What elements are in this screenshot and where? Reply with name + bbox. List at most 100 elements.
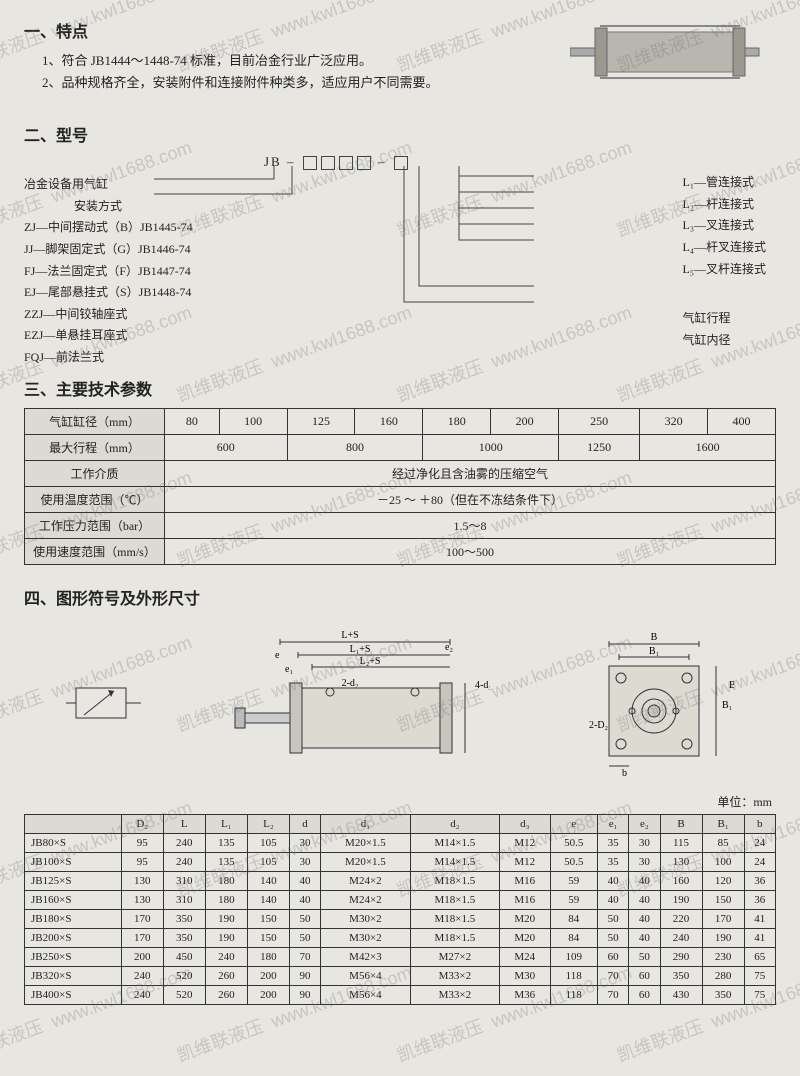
section-3: 三、主要技术参数 气缸缸径（mm）80100125160180200250320… — [24, 376, 776, 565]
spec-cell: 800 — [287, 435, 423, 461]
dim-header: d₃ — [500, 815, 550, 834]
dim-cell: M20×1.5 — [321, 834, 410, 853]
dim-header: d₂ — [410, 815, 499, 834]
dim-cell: M18×1.5 — [410, 891, 499, 910]
dim-cell: 50 — [289, 910, 320, 929]
dim-cell: 240 — [163, 853, 205, 872]
side-view-diagram: L+S L₁+S L₂+S e e₁ e₂ 2-d₂ 4-d₃ — [230, 628, 490, 778]
dim-cell: 350 — [163, 910, 205, 929]
dim-cell: JB160×S — [25, 891, 122, 910]
dim-cell: 240 — [121, 967, 163, 986]
dim-cell: 118 — [550, 986, 597, 1005]
dim-header: L — [163, 815, 205, 834]
svg-text:e: e — [275, 650, 280, 661]
dim-cell: M20×1.5 — [321, 853, 410, 872]
dim-cell: 260 — [205, 967, 247, 986]
left-label-6: ZZJ—中间铰轴座式 — [24, 304, 193, 326]
dim-cell: 40 — [629, 891, 660, 910]
left-label-2: ZJ—中间摆动式（B）JB1445-74 — [24, 217, 193, 239]
dim-cell: 200 — [121, 948, 163, 967]
dim-cell: 350 — [163, 929, 205, 948]
section-4: 四、图形符号及外形尺寸 L+S L₁+S L₂+S e e₁ e₂ 2-d₂ 4… — [24, 585, 776, 1005]
dim-cell: 120 — [702, 872, 744, 891]
diagrams: L+S L₁+S L₂+S e e₁ e₂ 2-d₂ 4-d₃ B B₁ 2-D… — [24, 623, 776, 783]
dim-cell: 180 — [205, 891, 247, 910]
dim-cell: JB125×S — [25, 872, 122, 891]
dim-cell: 200 — [247, 967, 289, 986]
dim-cell: 50 — [289, 929, 320, 948]
dim-cell: 180 — [205, 872, 247, 891]
symbol-diagram — [66, 673, 146, 733]
dim-cell: JB200×S — [25, 929, 122, 948]
spec-row-label: 使用温度范围（℃） — [25, 487, 165, 513]
dim-header: e₂ — [629, 815, 660, 834]
right-label-6: 气缸内径 — [682, 330, 766, 352]
cylinder-photo — [570, 20, 770, 85]
dim-cell: 30 — [289, 834, 320, 853]
dim-cell: M24×2 — [321, 872, 410, 891]
dim-cell: M18×1.5 — [410, 872, 499, 891]
right-label-list: L₁—管连接式 L₂—杆连接式 L₃—叉连接式 L₄—杆叉连接式 L₅—叉杆连接… — [682, 172, 766, 351]
right-label-4: L₅—叉杆连接式 — [682, 259, 766, 281]
dim-cell: 140 — [247, 872, 289, 891]
dim-cell: 36 — [744, 891, 775, 910]
dim-cell: 190 — [660, 891, 702, 910]
dim-cell: M12 — [500, 834, 550, 853]
dim-cell: M27×2 — [410, 948, 499, 967]
spec-cell: 160 — [355, 409, 423, 435]
dim-cell: 170 — [121, 910, 163, 929]
dim-cell: JB400×S — [25, 986, 122, 1005]
dim-cell: M12 — [500, 853, 550, 872]
svg-text:L₂+S: L₂+S — [360, 656, 381, 667]
dim-cell: 24 — [744, 834, 775, 853]
dim-cell: M20 — [500, 910, 550, 929]
dim-cell: M33×2 — [410, 967, 499, 986]
dim-cell: M18×1.5 — [410, 929, 499, 948]
dim-header: L₁ — [205, 815, 247, 834]
right-label-1: L₂—杆连接式 — [682, 194, 766, 216]
sec3-title: 三、主要技术参数 — [24, 376, 776, 400]
dim-header: e — [550, 815, 597, 834]
dim-cell: 150 — [702, 891, 744, 910]
dim-cell: 118 — [550, 967, 597, 986]
dim-cell: JB320×S — [25, 967, 122, 986]
left-label-8: FQJ—前法兰式 — [24, 347, 193, 369]
dim-cell: M56×4 — [321, 986, 410, 1005]
dim-cell: 170 — [702, 910, 744, 929]
dim-cell: 50 — [629, 948, 660, 967]
dim-cell: 30 — [289, 853, 320, 872]
spec-cell: 125 — [287, 409, 355, 435]
dim-cell: 170 — [121, 929, 163, 948]
dim-cell: 135 — [205, 853, 247, 872]
dim-cell: 190 — [702, 929, 744, 948]
spec-cell: 100 — [219, 409, 287, 435]
dim-cell: 35 — [597, 834, 628, 853]
dim-cell: 85 — [702, 834, 744, 853]
dim-cell: M30×2 — [321, 910, 410, 929]
dim-cell: M14×1.5 — [410, 853, 499, 872]
spec-cell: 600 — [165, 435, 288, 461]
dim-cell: 40 — [597, 891, 628, 910]
spec-row-label: 气缸缸径（mm） — [25, 409, 165, 435]
right-label-0: L₁—管连接式 — [682, 172, 766, 194]
unit-label: 单位：mm — [24, 793, 772, 810]
spec-row-label: 工作压力范围（bar） — [25, 513, 165, 539]
dim-cell: 95 — [121, 853, 163, 872]
dim-cell: 95 — [121, 834, 163, 853]
dim-cell: 35 — [597, 853, 628, 872]
dim-cell: 70 — [597, 967, 628, 986]
spec-cell: 经过净化且含油雾的压缩空气 — [165, 461, 776, 487]
svg-text:e₁: e₁ — [285, 664, 293, 675]
spec-cell: 320 — [640, 409, 708, 435]
dim-cell: 240 — [121, 986, 163, 1005]
svg-text:e₂: e₂ — [445, 642, 453, 653]
dim-cell: 240 — [163, 834, 205, 853]
spec-row-label: 工作介质 — [25, 461, 165, 487]
dim-header: B — [660, 815, 702, 834]
svg-text:4-d₃: 4-d₃ — [475, 680, 490, 691]
dim-header: B₁ — [702, 815, 744, 834]
dim-cell: 230 — [702, 948, 744, 967]
dim-cell: 105 — [247, 853, 289, 872]
dim-cell: 310 — [163, 872, 205, 891]
dim-cell: M42×3 — [321, 948, 410, 967]
